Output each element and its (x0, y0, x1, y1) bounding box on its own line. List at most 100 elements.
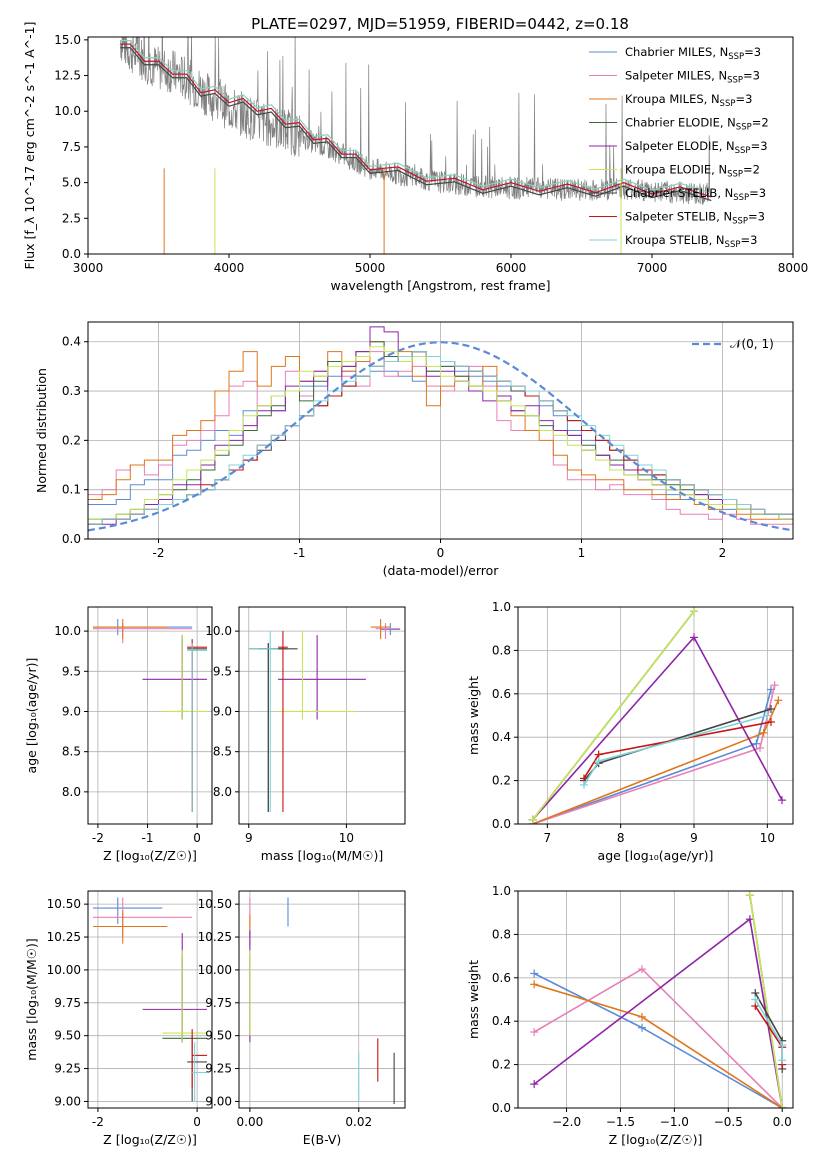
x-tick-label: 5000 (355, 261, 386, 275)
y-axis-label: Normed distribution (34, 368, 49, 493)
y-tick-label: 0.2 (492, 1058, 511, 1072)
x-tick-label: −1.0 (660, 1115, 689, 1129)
histogram-step-line (88, 341, 793, 520)
x-tick-label: −0.5 (714, 1115, 743, 1129)
axes-frame (238, 606, 406, 825)
legend-label-post: =3 (743, 69, 760, 83)
y-tick-label: 15.0 (54, 33, 81, 47)
y-tick-label: 10.0 (54, 624, 81, 638)
legend-label-text: Salpeter STELIB, N (625, 210, 732, 224)
y-tick-label: 9.00 (54, 1094, 81, 1108)
y-tick-label: 8.5 (213, 745, 232, 759)
axes-overlay: -2 0 9.00 9.25 9.50 9.75 10.00 10.25 10.50 Z [log… (24, 890, 213, 1147)
x-tick-label: 3000 (73, 261, 104, 275)
legend-label-post: =3 (749, 186, 766, 200)
y-tick-label: 0.4 (62, 335, 81, 349)
plot-area (88, 891, 212, 1108)
x-tick-label: -2 (153, 546, 165, 560)
legend-label-sub: SSP (720, 99, 736, 109)
histogram-step-line (88, 351, 793, 525)
plot-area (239, 891, 405, 1108)
legend-label: Chabrier STELIB, NSSP=3 (625, 186, 766, 203)
y-tick-label: 9.5 (62, 664, 81, 678)
x-axis-label: E(B-V) (303, 1132, 342, 1147)
y-tick-label: 7.5 (62, 140, 81, 154)
y-tick-label: 0.0 (62, 532, 81, 546)
x-tick-label: −2.0 (552, 1115, 581, 1129)
y-tick-label: 0.4 (492, 1014, 511, 1028)
legend-label-sub: SSP (735, 146, 751, 156)
x-tick-label: 4000 (214, 261, 245, 275)
y-axis-label: mass [log₁₀(M/M☉)] (24, 938, 39, 1060)
y-tick-label: 9.0 (62, 704, 81, 718)
axes-overlay: 3000 4000 5000 6000 7000 8000 0.0 2.5 5.0 7.5 10.0… (22, 22, 808, 293)
y-tick-label: 2.5 (62, 211, 81, 225)
axes-frame (87, 36, 794, 255)
y-tick-label: 0.1 (62, 483, 81, 497)
y-tick-label: 10.50 (198, 897, 232, 911)
legend-label-sub: SSP (727, 76, 743, 86)
x-tick-label: 7 (544, 831, 552, 845)
x-tick-label: -2 (92, 1115, 104, 1129)
panel-age_vs_mass: 9 10 8.0 8.5 9.0 9.5 10.0 mass [log₁₀(M/M☉)] (205, 606, 406, 863)
y-tick-label: 8.0 (213, 785, 232, 799)
y-tick-label: 9.75 (205, 996, 232, 1010)
y-tick-label: 0.2 (492, 774, 511, 788)
x-tick-label: 0.00 (237, 1115, 264, 1129)
plot-content (88, 326, 793, 532)
panel-weight_vs_age: 7 8 9 10 0.0 0.2 0.4 0.6 0.8 1.0 age [log₁₀(age/yr… (466, 600, 794, 863)
y-tick-label: 1.0 (492, 600, 511, 614)
y-tick-label: 9.25 (205, 1062, 232, 1076)
y-tick-label: 9.5 (213, 664, 232, 678)
panel-weight_vs_Z: −2.0 −1.5 −1.0 −0.5 0.0 0.0 0.2 0.4 0.6 0.8 1.0 Z [… (466, 884, 794, 1147)
legend-label: Kroupa MILES, NSSP=3 (625, 92, 752, 109)
x-tick-label: 7000 (637, 261, 668, 275)
plot-content (120, 37, 712, 254)
x-axis-label: Z [log₁₀(Z/Z☉)] (103, 848, 197, 863)
y-tick-label: 0.0 (62, 247, 81, 261)
axes-overlay: 7 8 9 10 0.0 0.2 0.4 0.6 0.8 1.0 age [log₁₀(age/yr… (466, 600, 794, 863)
y-tick-label: 0.4 (492, 730, 511, 744)
plot-content (248, 619, 401, 812)
legend-label-text: Kroupa STELIB, N (625, 233, 725, 247)
x-axis-label: (data-model)/error (383, 563, 500, 578)
y-tick-label: 0.8 (492, 643, 511, 657)
y-tick-label: 5.0 (62, 176, 81, 190)
legend-label: Chabrier ELODIE, NSSP=2 (625, 116, 769, 133)
legend-label: Salpeter MILES, NSSP=3 (625, 69, 760, 86)
plot-content (530, 891, 787, 1108)
plot-content (92, 619, 208, 812)
weight-line (749, 895, 783, 1108)
y-tick-label: 10.25 (47, 930, 81, 944)
x-tick-label: 6000 (496, 261, 527, 275)
x-tick-label: 0.02 (345, 1115, 372, 1129)
legend-label: Salpeter ELODIE, NSSP=3 (625, 139, 768, 156)
plot-content (528, 607, 786, 824)
panel-residuals: -2 -1 0 1 2 0.0 0.1 0.2 0.3 0.4 (data-model)/error… (34, 321, 794, 578)
legend-label-text: Chabrier STELIB, N (625, 186, 733, 200)
y-tick-label: 10.25 (198, 930, 232, 944)
axes-frame (517, 890, 794, 1109)
y-tick-label: 9.75 (54, 996, 81, 1010)
y-tick-label: 0.0 (492, 817, 511, 831)
legend-label-sub: SSP (736, 123, 752, 133)
y-tick-label: 10.50 (47, 897, 81, 911)
y-tick-label: 0.0 (492, 1101, 511, 1115)
axes-overlay: -2 -1 0 8.0 8.5 9.0 9.5 10.0 Z [log₁₀(Z/Z☉)] age … (24, 606, 213, 863)
x-tick-label: 9 (690, 831, 698, 845)
y-tick-label: 10.0 (205, 624, 232, 638)
legend-label-text: Salpeter ELODIE, N (625, 139, 735, 153)
legend-label-sub: SSP (727, 170, 743, 180)
axes-overlay: 0.00 0.02 9.00 9.25 9.50 9.75 10.00 10.25 10.50 E… (198, 890, 406, 1147)
x-tick-label: -1 (294, 546, 306, 560)
y-tick-label: 9.50 (205, 1029, 232, 1043)
y-tick-label: 9.0 (213, 704, 232, 718)
figure-title: PLATE=0297, MJD=51959, FIBERID=0442, z=0… (251, 15, 629, 33)
legend-label-post: =3 (744, 45, 761, 59)
plot-content (249, 897, 395, 1105)
legend-label: Kroupa ELODIE, NSSP=2 (625, 163, 760, 180)
x-tick-label: 10 (760, 831, 775, 845)
plot-area (239, 607, 405, 824)
legend-label-sub: SSP (733, 193, 749, 203)
